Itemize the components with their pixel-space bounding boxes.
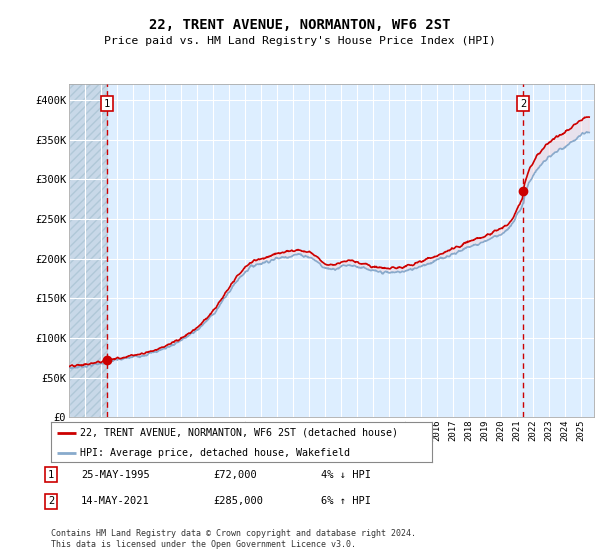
- Bar: [69, 84, 107, 417]
- Text: Price paid vs. HM Land Registry's House Price Index (HPI): Price paid vs. HM Land Registry's House …: [104, 36, 496, 46]
- Text: 22, TRENT AVENUE, NORMANTON, WF6 2ST: 22, TRENT AVENUE, NORMANTON, WF6 2ST: [149, 18, 451, 32]
- Text: 1: 1: [104, 99, 110, 109]
- Text: 14-MAY-2021: 14-MAY-2021: [81, 496, 150, 506]
- Text: Contains HM Land Registry data © Crown copyright and database right 2024.
This d: Contains HM Land Registry data © Crown c…: [51, 529, 416, 549]
- Text: 6% ↑ HPI: 6% ↑ HPI: [321, 496, 371, 506]
- Text: £72,000: £72,000: [213, 470, 257, 480]
- Text: 25-MAY-1995: 25-MAY-1995: [81, 470, 150, 480]
- Bar: [69, 84, 107, 417]
- Text: 2: 2: [48, 496, 54, 506]
- Text: 4% ↓ HPI: 4% ↓ HPI: [321, 470, 371, 480]
- Text: 2: 2: [520, 99, 526, 109]
- Text: 1: 1: [48, 470, 54, 480]
- Text: 22, TRENT AVENUE, NORMANTON, WF6 2ST (detached house): 22, TRENT AVENUE, NORMANTON, WF6 2ST (de…: [80, 428, 398, 438]
- Text: £285,000: £285,000: [213, 496, 263, 506]
- Text: HPI: Average price, detached house, Wakefield: HPI: Average price, detached house, Wake…: [80, 448, 350, 458]
